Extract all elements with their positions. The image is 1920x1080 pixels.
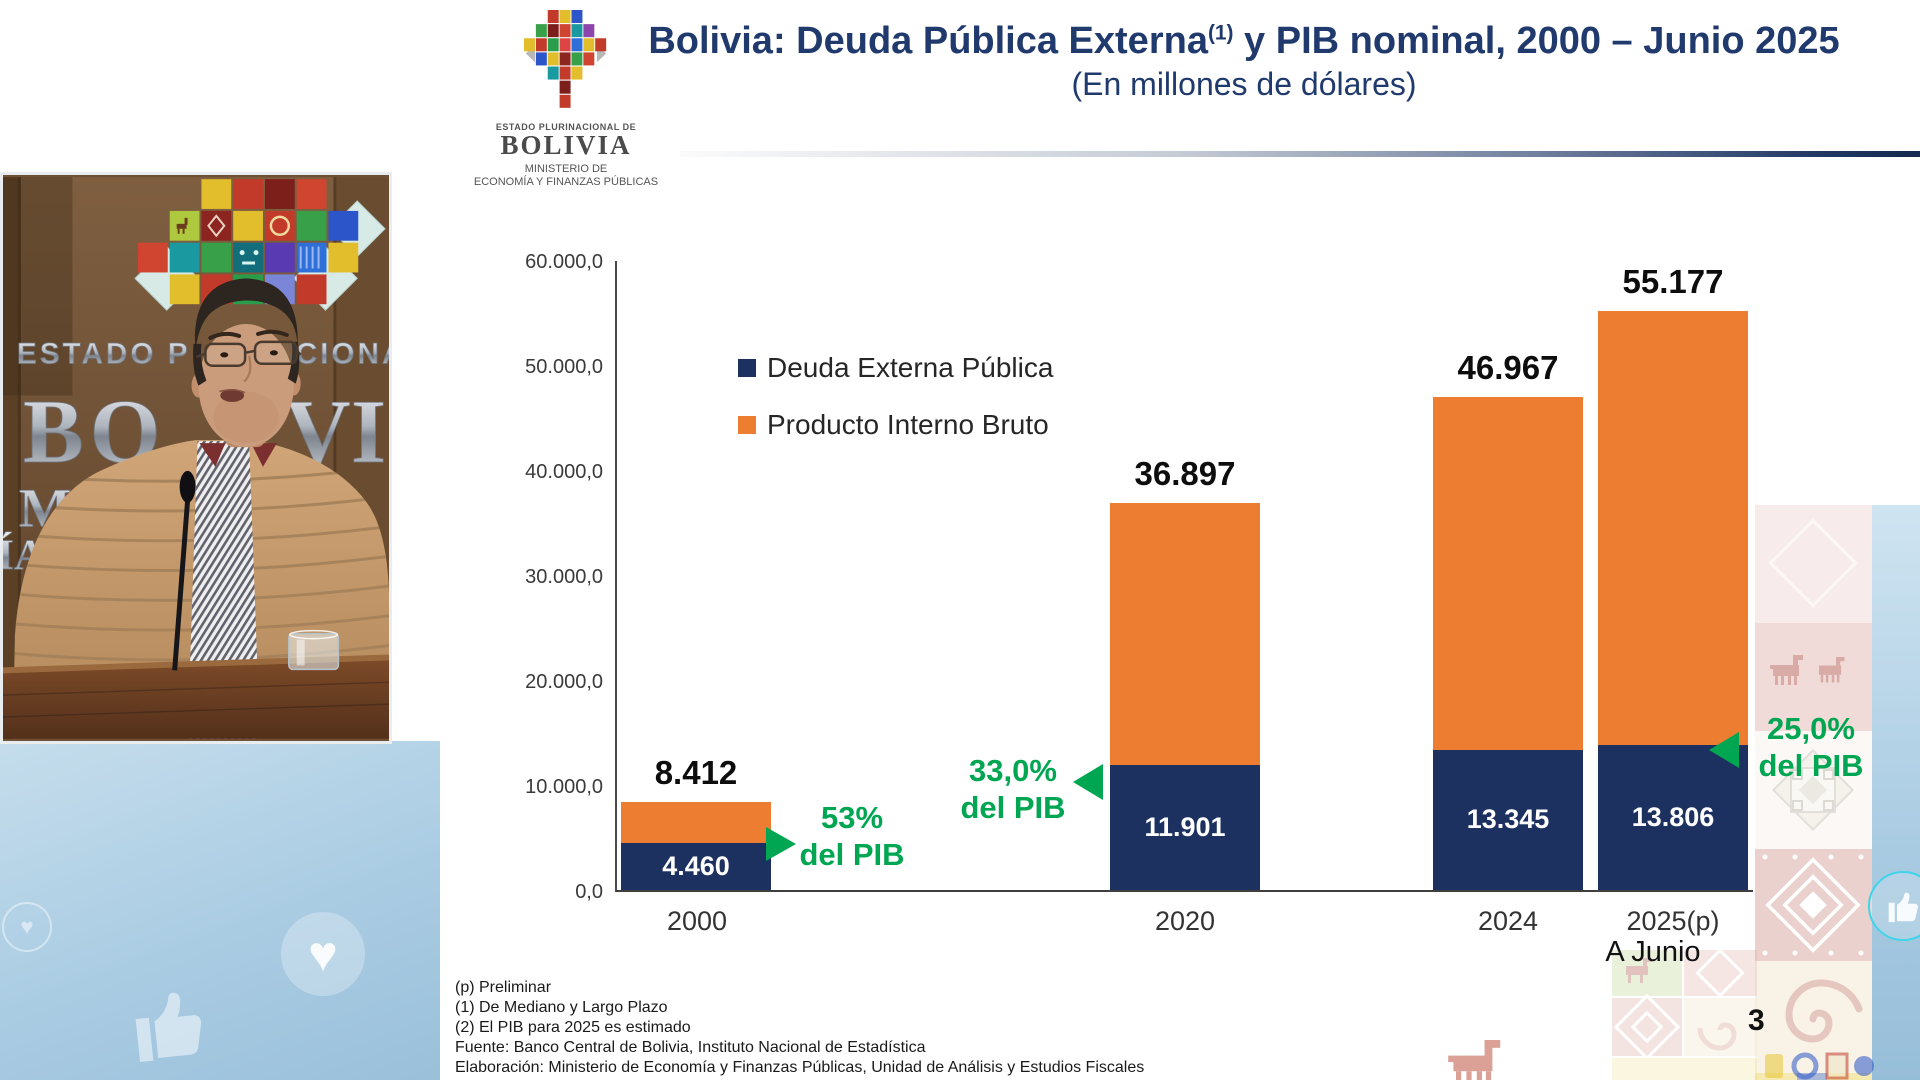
speaker-video-feed: ESTADO P CIONA BO VI MI ÍA [0, 172, 404, 744]
pib-share-2000: 53% del PIB [793, 799, 911, 873]
heart-reaction-icon-small: ♥ [2, 902, 52, 952]
bar-2020: 36.897 11.901 [1110, 455, 1260, 890]
legend-label-pib: Producto Interno Bruto [767, 409, 1049, 440]
footnote-line: Elaboración: Ministerio de Economía y Fi… [455, 1059, 1145, 1076]
bar-total-label: 55.177 [1622, 262, 1724, 300]
x-label-2024: 2024 [1477, 906, 1539, 936]
deuda-value-label: 11.901 [1144, 812, 1226, 843]
pib-share-2000-unit: del PIB [799, 837, 905, 872]
pib-share-arrow-2025 [1709, 732, 1739, 768]
chart-legend: Deuda Externa Pública Producto Interno B… [738, 352, 1053, 466]
slide-title-main: Bolivia: Deuda Pública Externa [648, 20, 1208, 62]
deuda-segment: 13.345 [1433, 749, 1583, 890]
logo-ministerio-line1: MINISTERIO DE [524, 163, 608, 175]
legend-label-deuda: Deuda Externa Pública [767, 352, 1054, 383]
deuda-value-label: 13.806 [1631, 802, 1715, 833]
deuda-value-label: 4.460 [662, 851, 730, 882]
pib-segment [1110, 502, 1260, 766]
footnote-line: (p) Preliminar [455, 979, 552, 996]
logo-ministerio-line2: ECONOMÍA Y FINANZAS PÚBLICAS [473, 176, 659, 188]
legend-item-deuda: Deuda Externa Pública [738, 352, 1053, 384]
wall-text-ciona: CIONA [296, 338, 389, 371]
footnote-line: (2) El PIB para 2025 es estimado [455, 1019, 691, 1036]
pib-share-2020-unit: del PIB [960, 790, 1066, 825]
pattern-glyphs [1765, 1052, 1874, 1080]
pib-share-2025-unit: del PIB [1758, 748, 1864, 783]
ministry-emblem [524, 10, 607, 108]
pib-share-2020: 33,0% del PIB [950, 752, 1076, 826]
bar-2000: 8.412 4.460 [621, 754, 771, 890]
llama-motif [1448, 1040, 1501, 1080]
footnotes: (p) Preliminar (1) De Mediano y Largo Pl… [455, 978, 1144, 1078]
microphone [172, 470, 196, 671]
slide-title-superscript: (1) [1207, 21, 1234, 45]
bar-total-label: 46.967 [1457, 348, 1559, 386]
pib-share-arrow-2000 [766, 827, 796, 861]
wall-text-estado: ESTADO P [17, 338, 191, 371]
x-axis-line [616, 890, 1753, 892]
logo-bolivia: BOLIVIA [500, 130, 632, 160]
pib-segment [1598, 310, 1748, 746]
speaker-video-scene: ESTADO P CIONA BO VI MI ÍA [0, 177, 404, 739]
stream-background-left [0, 741, 440, 1080]
heart-reaction-icon: ♥ [281, 912, 365, 996]
stream-background-right [1872, 505, 1920, 1080]
deuda-value-label: 13.345 [1466, 804, 1550, 835]
pib-share-arrow-2020 [1073, 764, 1103, 800]
water-glass [288, 629, 340, 671]
y-axis-line [615, 261, 617, 892]
logo-estado-line: ESTADO PLURINACIONAL DE [495, 122, 637, 132]
slide-title-tail: y PIB nominal, 2000 – Junio 2025 [1233, 20, 1840, 62]
pib-share-2025-pct: 25,0% [1767, 711, 1855, 746]
slide-title: Bolivia: Deuda Pública Externa(1) y PIB … [584, 20, 1904, 63]
y-tick-0: 0,0 [575, 881, 603, 903]
pib-share-2020-pct: 33,0% [969, 753, 1057, 788]
bar-2025: 55.177 13.806 [1598, 263, 1748, 890]
x-label-2020: 2020 [1154, 906, 1216, 936]
bar-2024: 46.967 13.345 [1433, 349, 1583, 890]
chart-plot-area: 8.412 4.460 36.897 11.901 46.967 13.345 … [616, 261, 1766, 891]
pib-segment [1433, 396, 1583, 750]
pib-share-2000-pct: 53% [820, 800, 884, 835]
bar-total-label: 36.897 [1134, 454, 1236, 492]
pib-segment [621, 801, 771, 844]
page-number: 3 [1748, 1004, 1765, 1037]
legend-swatch-pib [738, 416, 756, 434]
x-label-2025: 2025(p) [1626, 906, 1720, 936]
y-tick-50000: 50.000,0 [525, 356, 603, 378]
footnote-line: Fuente: Banco Central de Bolivia, Instit… [455, 1039, 926, 1056]
legend-item-pib: Producto Interno Bruto [738, 409, 1053, 441]
y-tick-10000: 10.000,0 [525, 776, 603, 798]
pib-share-2025: 25,0% del PIB [1751, 710, 1871, 784]
andean-pattern-strip [1755, 505, 1872, 1080]
x-sublabel-a-junio: A Junio [1605, 936, 1701, 968]
title-divider-rule [680, 151, 1920, 157]
legend-swatch-deuda [738, 359, 756, 377]
thumbs-up-reaction-icon [1868, 871, 1920, 941]
y-tick-20000: 20.000,0 [525, 671, 603, 693]
bar-total-label: 8.412 [654, 753, 738, 791]
slide-subtitle: (En millones de dólares) [1071, 66, 1417, 102]
deuda-segment: 11.901 [1110, 765, 1260, 890]
y-tick-40000: 40.000,0 [525, 461, 603, 483]
deuda-segment: 4.460 [621, 843, 771, 890]
thumbs-up-glyph [1888, 892, 1918, 923]
footnote-line: (1) De Mediano y Largo Plazo [455, 999, 668, 1016]
y-tick-60000: 60.000,0 [525, 251, 603, 273]
deuda-segment: 13.806 [1598, 745, 1748, 890]
thumbs-up-icon [135, 992, 202, 1063]
x-label-2000: 2000 [666, 906, 728, 936]
y-tick-30000: 30.000,0 [525, 566, 603, 588]
